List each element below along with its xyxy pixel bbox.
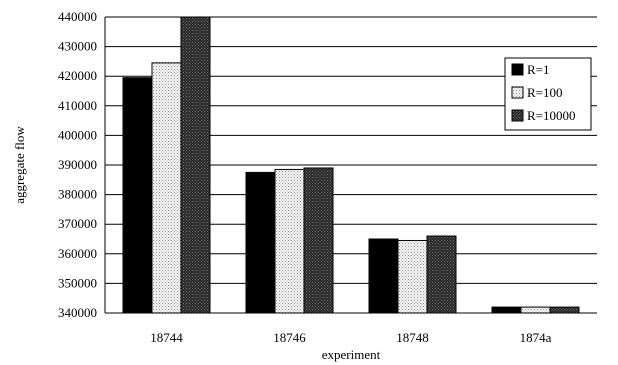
bar (274, 168, 305, 314)
bar (491, 306, 522, 314)
axes (104, 17, 597, 314)
y-tick-label: 440000 (58, 9, 97, 24)
legend-swatch (511, 63, 524, 76)
legend-swatch (511, 86, 524, 99)
y-tick-labels: 340000 350000 360000 370000 380000 390000 4000… (58, 9, 97, 320)
legend-label: R=10000 (527, 108, 576, 123)
y-axis-title: aggregate flow (12, 126, 27, 204)
y-tick-label: 390000 (58, 157, 97, 172)
legend-label: R=1 (527, 62, 550, 77)
bar (520, 306, 551, 314)
x-tick-label: 18748 (396, 330, 429, 345)
bar (122, 77, 153, 314)
x-tick-labels: 18744 18746 18748 1874a (150, 330, 551, 345)
bar (549, 306, 580, 314)
bar (397, 239, 428, 314)
x-axis-title: experiment (322, 347, 381, 362)
y-tick-label: 420000 (58, 68, 97, 83)
x-tick-label: 18744 (150, 330, 183, 345)
legend-label: R=100 (527, 85, 563, 100)
y-tick-label: 370000 (58, 216, 97, 231)
bar (245, 171, 276, 314)
x-tick-label: 18746 (273, 330, 306, 345)
bar (180, 16, 211, 314)
y-tick-label: 400000 (58, 127, 97, 142)
y-tick-label: 340000 (58, 305, 97, 320)
legend-items: R=1 R=100 R=10000 (511, 62, 576, 123)
y-tick-label: 350000 (58, 275, 97, 290)
legend: R=1 R=100 R=10000 (504, 57, 592, 131)
y-tick-label: 430000 (58, 39, 97, 54)
y-tick-label: 380000 (58, 187, 97, 202)
x-tick-label: 1874a (520, 330, 552, 345)
bar (151, 62, 182, 314)
y-tick-label: 410000 (58, 98, 97, 113)
bar (368, 238, 399, 314)
bar (303, 167, 334, 314)
y-tick-label: 360000 (58, 246, 97, 261)
bar (426, 235, 457, 314)
legend-swatch (511, 109, 524, 122)
